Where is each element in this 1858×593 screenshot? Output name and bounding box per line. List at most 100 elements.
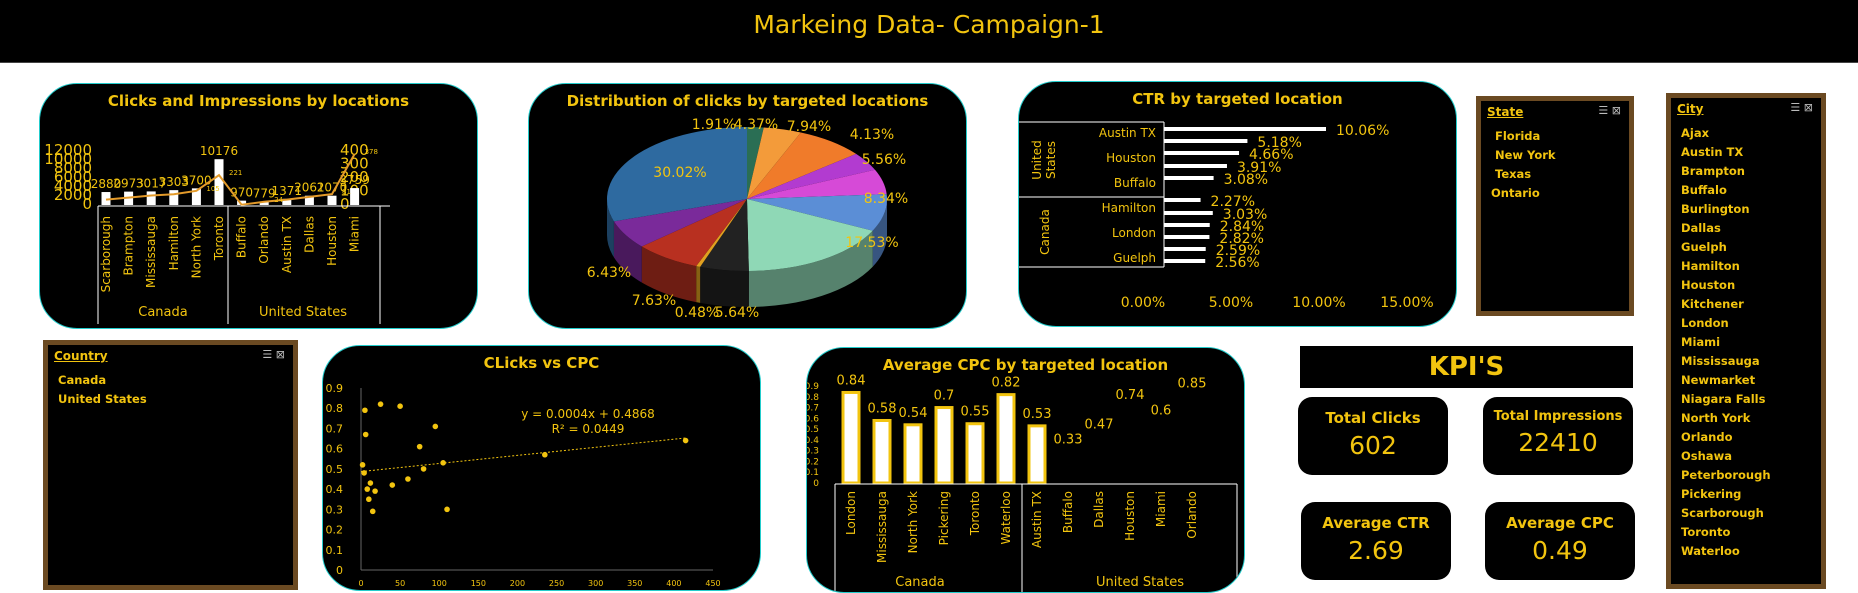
slicer-item[interactable]: Oshawa [1681, 449, 1732, 463]
slicer-item[interactable]: Newmarket [1681, 373, 1756, 387]
bar-data-label: 0.84 [837, 373, 866, 388]
bar-data-label: 0.7 [934, 389, 955, 404]
category-label: Hamilton [167, 216, 181, 270]
clicks-impressions-chart[interactable]: Clicks and Impressions by locations 1200… [39, 83, 478, 329]
category-label: Brampton [122, 216, 136, 275]
right-axis-tick: 400 [340, 141, 369, 159]
slicer-item[interactable]: Burlington [1681, 202, 1750, 216]
clear-filter-icon[interactable]: ⊠ [1611, 104, 1621, 117]
clear-filter-icon[interactable]: ⊠ [1803, 101, 1813, 114]
slicer-item[interactable]: Ajax [1681, 126, 1710, 140]
y-axis-tick: 0.3 [326, 503, 344, 516]
category-label: Mississauga [144, 216, 158, 288]
category-label: Dallas [302, 216, 316, 253]
scatter-point [362, 407, 368, 414]
clicks-vs-cpc-chart[interactable]: CLicks vs CPC 0.9 0.8 0.7 0.6 0.5 0.4 0.3 0.2 0.… [322, 345, 761, 591]
slicer-item[interactable]: Kitchener [1681, 297, 1744, 311]
slicer-item[interactable]: Scarborough [1681, 506, 1764, 520]
scatter-point [682, 437, 689, 444]
slicer-item[interactable]: Niagara Falls [1681, 392, 1766, 406]
state-slicer[interactable]: State ☰ ⊠ Florida New York Texas Ontario [1476, 96, 1634, 316]
left-axis-tick: 10000 [44, 150, 92, 168]
bar-data-label: 10176 [200, 144, 238, 158]
slicer-item[interactable]: United States [58, 392, 147, 406]
slicer-item[interactable]: Dallas [1681, 221, 1721, 235]
slicer-item[interactable]: Austin TX [1681, 145, 1744, 159]
avg-cpc-plot: 0.90.80.70.60.50.40.30.20.100.84London0.… [807, 373, 1238, 592]
scatter-point [377, 401, 384, 407]
bar [1164, 151, 1240, 155]
slicer-item[interactable]: London [1681, 316, 1729, 330]
left-axis-tick: 6000 [54, 168, 92, 186]
slicer-item[interactable]: Toronto [1681, 525, 1731, 539]
bar [327, 195, 337, 205]
chart-title: Distribution of clicks by targeted locat… [566, 92, 929, 110]
slicer-item[interactable]: Orlando [1681, 430, 1733, 444]
slicer-item[interactable]: Guelph [1681, 240, 1727, 254]
slicer-item[interactable]: Texas [1495, 167, 1532, 181]
slicer-items: Canada United States [58, 371, 147, 409]
avg-cpc-chart[interactable]: Average CPC by targeted location 0.90.80… [806, 347, 1245, 593]
y-axis-tick: 0.2 [326, 524, 344, 537]
header-bar: Markeing Data- Campaign-1 [0, 0, 1858, 63]
pie-data-label: 6.43% [587, 265, 631, 281]
bar [903, 423, 923, 485]
slicer-item[interactable]: Peterborough [1681, 468, 1771, 482]
slicer-item[interactable]: Ontario [1491, 186, 1540, 200]
ctr-chart[interactable]: CTR by targeted location 10.06% 5.18% 4.66… [1018, 81, 1457, 327]
pie-slice [613, 199, 747, 247]
y-axis-tick: 0.6 [326, 443, 344, 456]
bar-data-label: 779 [253, 186, 276, 200]
y-axis-tick: 0.8 [807, 393, 819, 403]
pie-data-label: 5.64% [715, 305, 759, 321]
chart-title: CTR by targeted location [1132, 90, 1343, 108]
bar-data-label: 3303 [159, 175, 190, 189]
slicer-item[interactable]: North York [1681, 411, 1751, 425]
category-label: North York [906, 491, 920, 553]
kpi-value: 2.69 [1348, 536, 1404, 565]
slicer-item[interactable]: Pickering [1681, 487, 1742, 501]
pie-data-label: 1.91% [692, 117, 736, 133]
bar [1164, 127, 1326, 131]
kpi-value: 0.49 [1532, 536, 1588, 565]
slicer-item[interactable]: Hamilton [1681, 259, 1740, 273]
slicer-item[interactable]: Houston [1681, 278, 1736, 292]
multi-select-icon[interactable]: ☰ [1790, 101, 1801, 114]
x-axis-tick: 150 [471, 579, 486, 588]
scatter-point [367, 480, 374, 486]
slicer-item[interactable]: Canada [58, 373, 107, 387]
bar [259, 201, 269, 205]
bar-data-label: 0.74 [1116, 388, 1145, 403]
slicer-item[interactable]: Florida [1495, 129, 1541, 143]
slicer-item[interactable]: Waterloo [1681, 544, 1740, 558]
x-axis-tick: 0 [358, 579, 363, 588]
slicer-item[interactable]: Miami [1681, 335, 1721, 349]
left-axis-tick: 2000 [54, 186, 92, 204]
pie-slice [700, 199, 749, 271]
clear-filter-icon[interactable]: ⊠ [275, 348, 285, 361]
bar-data-label: 3759 [339, 173, 370, 187]
multi-select-icon[interactable]: ☰ [1598, 104, 1609, 117]
bar [1027, 424, 1047, 485]
slicer-header: State [1487, 105, 1524, 119]
slicer-item[interactable]: New York [1495, 148, 1556, 162]
bar-data-label: 2.27% [1211, 194, 1255, 210]
city-slicer[interactable]: City ☰ ⊠ Ajax Austin TX Brampton Buffalo Bur… [1666, 93, 1826, 589]
clicks-distribution-chart[interactable]: Distribution of clicks by targeted locat… [528, 83, 967, 329]
pie-slice [747, 127, 764, 199]
pie-slice-side [700, 266, 749, 307]
slicer-item[interactable]: Mississauga [1681, 354, 1760, 368]
slicer-item[interactable]: Brampton [1681, 164, 1745, 178]
bar [1164, 164, 1227, 168]
pie-data-label: 4.37% [734, 117, 778, 133]
slicer-header: City [1677, 102, 1704, 116]
country-slicer[interactable]: Country ☰ ⊠ Canada United States [43, 340, 298, 590]
line-data-label: 81 [342, 188, 351, 196]
scatter-point [359, 462, 366, 468]
scatter-point [366, 496, 372, 503]
bar [1164, 139, 1248, 143]
left-axis-tick: 4000 [54, 177, 92, 195]
multi-select-icon[interactable]: ☰ [262, 348, 273, 361]
pie-slice-side [641, 246, 697, 303]
slicer-item[interactable]: Buffalo [1681, 183, 1727, 197]
